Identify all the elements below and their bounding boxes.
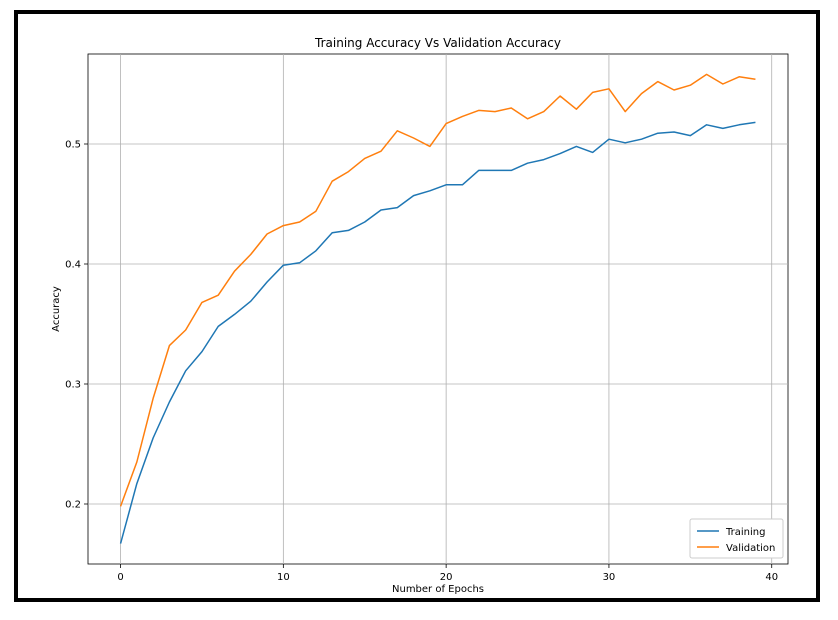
series-line-training [119,121,756,544]
legend: Training Validation [689,518,784,559]
x-tick-label: 20 [440,572,453,583]
legend-box [689,518,784,559]
x-tick-label: 0 [117,572,123,583]
y-axis: 0.2 0.3 0.4 0.5 [65,140,88,511]
x-tick-label: 10 [277,572,290,583]
y-tick-label: 0.2 [65,500,81,511]
series-layer [119,73,756,544]
y-axis-label: Accuracy [51,286,62,332]
y-tick-label: 0.3 [65,380,81,391]
x-tick-label: 40 [765,572,778,583]
series-line-validation [119,73,756,507]
chart-title: Training Accuracy Vs Validation Accuracy [314,36,561,50]
x-axis-label: Number of Epochs [392,584,484,595]
y-tick-label: 0.5 [65,140,81,151]
plot-area [87,53,789,565]
y-tick-label: 0.4 [65,260,81,271]
x-axis: 0 10 20 30 40 [117,564,778,583]
grid [88,54,788,564]
legend-label-validation: Validation [726,543,775,554]
x-tick-label: 30 [603,572,616,583]
legend-label-training: Training [725,527,765,538]
